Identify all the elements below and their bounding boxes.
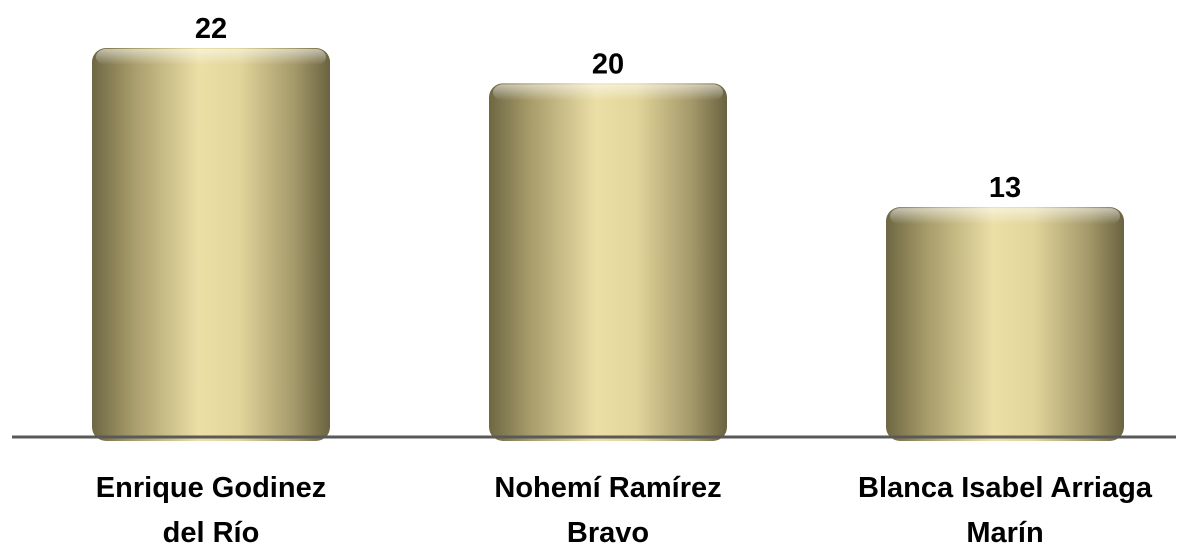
bars-layer (92, 48, 1124, 441)
category-label-1-line-1: Enrique Godinez (96, 472, 326, 504)
bar-3 (886, 207, 1124, 441)
bar-highlight-2 (493, 84, 723, 101)
category-label-2-line-2: Bravo (567, 517, 649, 546)
data-label-1: 22 (195, 13, 227, 45)
bar-highlight-3 (890, 208, 1120, 225)
bar-2 (489, 83, 727, 441)
category-label-3-line-2: Marín (966, 517, 1043, 546)
bar-highlight-1 (96, 49, 326, 65)
category-label-3-line-1: Blanca Isabel Arriaga (858, 472, 1153, 504)
data-label-2: 20 (592, 48, 624, 80)
category-label-2-line-1: Nohemí Ramírez (494, 472, 721, 504)
bar-1 (92, 48, 330, 441)
labels-layer: 22 Enrique Godinez del Río 20 Nohemí Ramírez… (96, 13, 1153, 549)
data-label-3: 13 (989, 172, 1021, 204)
category-label-1-line-2: del Río (163, 517, 260, 546)
